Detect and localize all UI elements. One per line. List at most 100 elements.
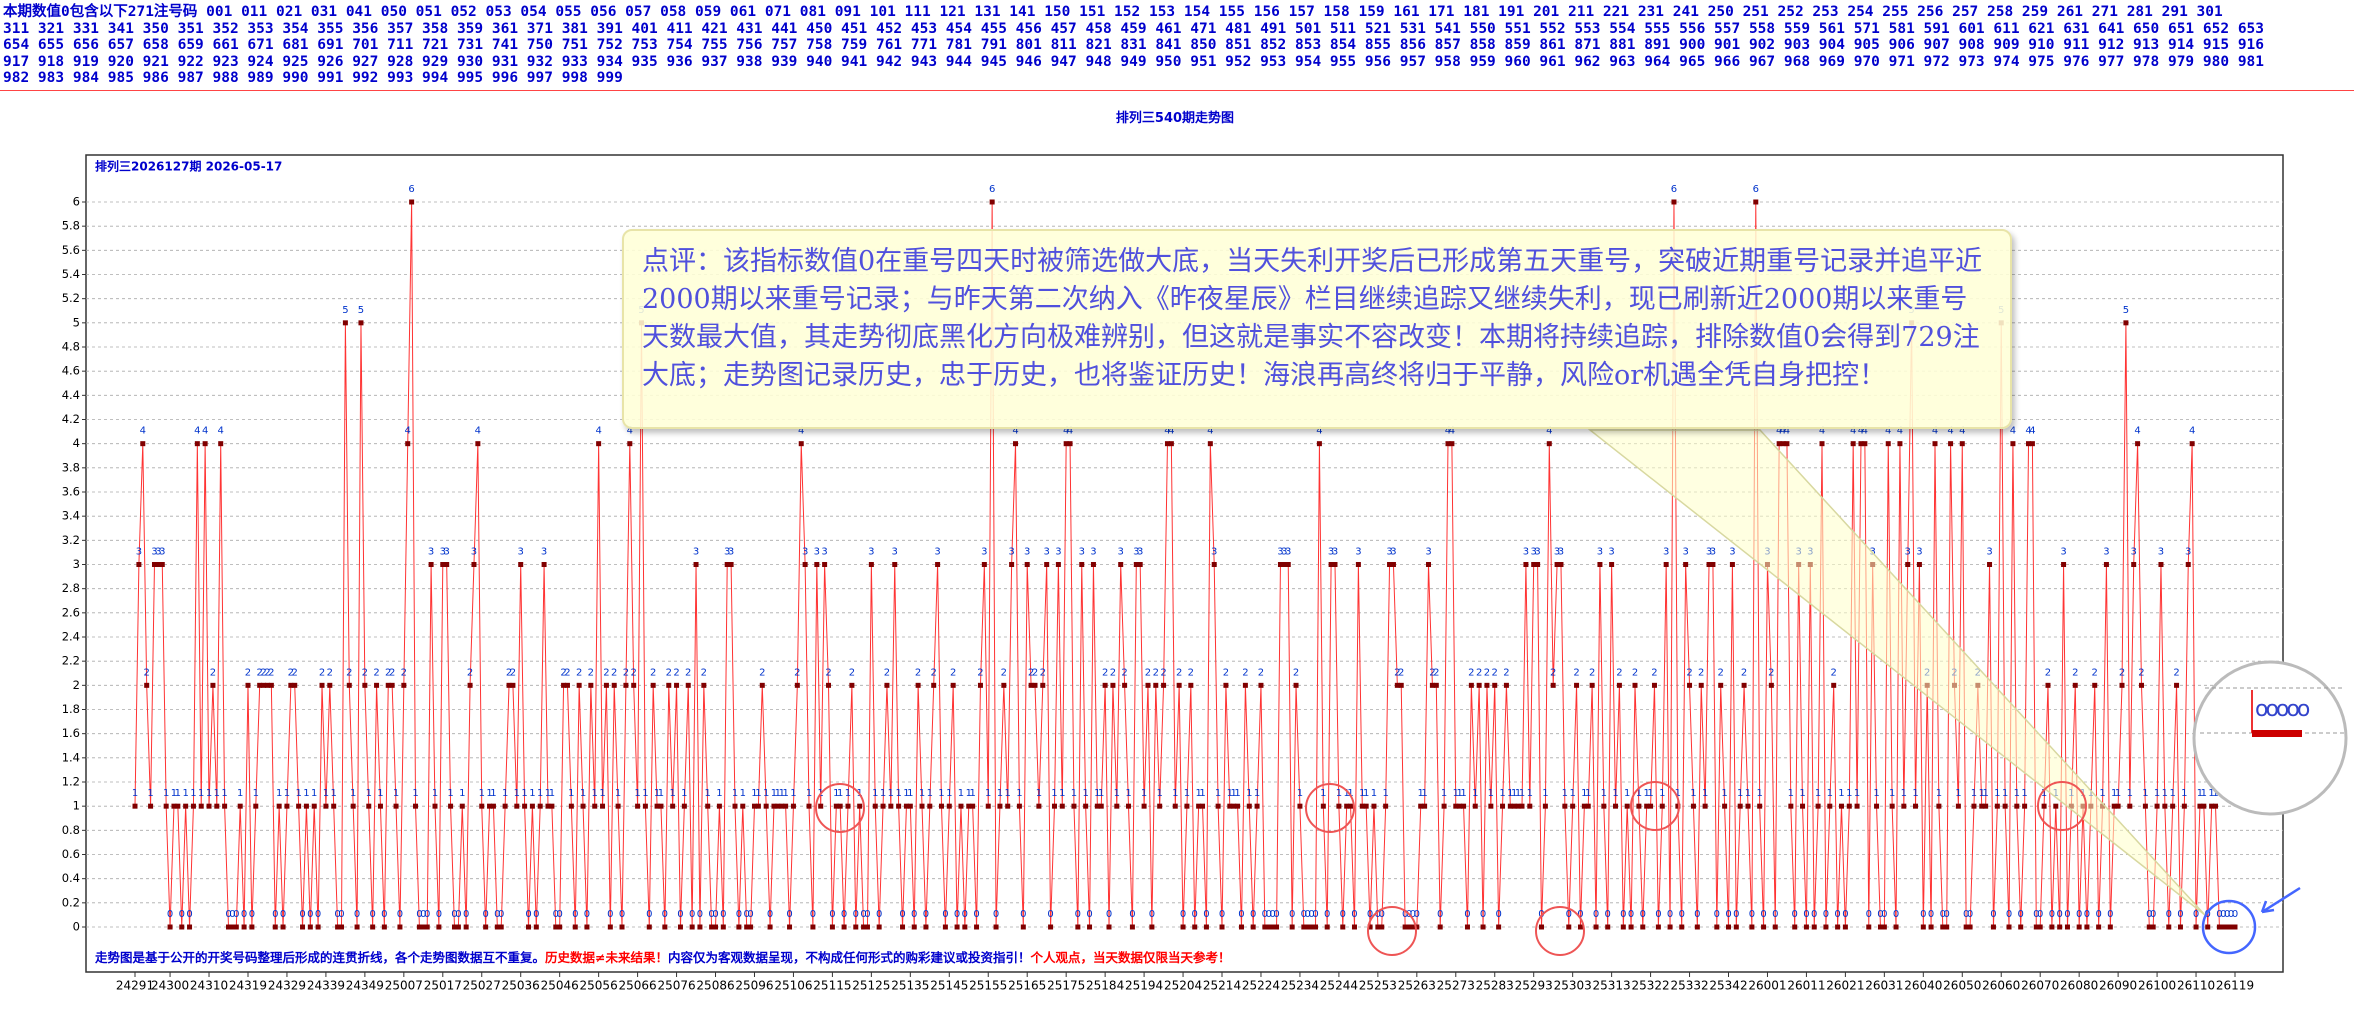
data-point — [1020, 924, 1026, 930]
data-label: 2 — [1698, 667, 1704, 678]
data-point — [1683, 562, 1689, 567]
data-point — [907, 803, 913, 809]
data-point — [1270, 924, 1276, 930]
data-point — [814, 562, 820, 567]
data-point — [779, 803, 785, 809]
data-label: 4 — [202, 426, 208, 437]
data-point — [1200, 803, 1206, 809]
data-point — [537, 803, 543, 809]
data-point — [958, 803, 964, 809]
header-line: 311 321 331 341 350 351 352 353 354 355 … — [3, 20, 2265, 37]
data-point — [229, 924, 235, 930]
x-tick-label: 25234 — [1281, 979, 1319, 993]
data-label: 3 — [1425, 547, 1431, 558]
data-label: 0 — [1273, 909, 1279, 920]
data-label: 0 — [1577, 909, 1583, 920]
data-label: 4 — [2189, 426, 2195, 437]
data-label: 2 — [759, 667, 765, 678]
data-label: 1 — [763, 788, 769, 799]
data-label: 0 — [2166, 909, 2172, 920]
data-point — [1597, 562, 1603, 567]
data-label: 3 — [1044, 547, 1050, 558]
data-label: 0 — [1566, 909, 1572, 920]
data-point — [1667, 924, 1673, 930]
data-point — [1289, 924, 1295, 930]
data-label: 1 — [1889, 788, 1895, 799]
data-point — [175, 803, 181, 809]
x-tick-label: 24349 — [346, 979, 384, 993]
data-point — [362, 682, 368, 688]
y-tick-label: 3.6 — [62, 485, 80, 499]
data-point — [2057, 924, 2063, 930]
data-point — [1390, 562, 1396, 567]
note: 内容仅为客观数据呈现，不构成任何形式的购彩建议或投资指引！ — [668, 950, 1031, 965]
data-label: 0 — [841, 909, 847, 920]
data-label: 1 — [303, 788, 309, 799]
data-point — [1145, 682, 1151, 688]
data-point — [1722, 803, 1728, 809]
data-label: 1 — [221, 788, 227, 799]
data-label: 1 — [1098, 788, 1104, 799]
data-point — [249, 924, 255, 930]
data-point — [1437, 924, 1443, 930]
data-label: 2 — [794, 667, 800, 678]
data-point — [1472, 803, 1478, 809]
data-point — [241, 924, 247, 930]
data-point — [1316, 441, 1322, 447]
data-point — [1441, 803, 1447, 809]
data-label: 0 — [1877, 909, 1883, 920]
data-label: 3 — [1523, 547, 1529, 558]
data-point — [787, 924, 793, 930]
data-point — [303, 803, 309, 809]
data-point — [740, 803, 746, 809]
data-point — [1309, 924, 1315, 930]
y-tick-label: 1.6 — [62, 726, 80, 740]
data-point — [190, 803, 196, 809]
data-label: 2 — [1831, 667, 1837, 678]
data-point — [1632, 682, 1638, 688]
data-label: 0 — [1679, 909, 1685, 920]
data-point — [1126, 803, 1132, 809]
data-label: 1 — [1702, 788, 1708, 799]
data-point — [1223, 682, 1229, 688]
data-point — [751, 803, 757, 809]
callout-pointer — [1587, 429, 2206, 916]
plot-frame — [85, 154, 2284, 973]
data-label: 3 — [471, 547, 477, 558]
x-tick-label: 26070 — [2021, 979, 2059, 993]
data-point — [276, 803, 282, 809]
data-label: 1 — [755, 788, 761, 799]
data-point — [989, 199, 995, 205]
data-label: 1 — [1827, 788, 1833, 799]
data-label: 1 — [537, 788, 543, 799]
data-point — [709, 924, 715, 930]
data-label: 0 — [876, 909, 882, 920]
data-point — [2193, 924, 2199, 930]
data-point — [1741, 682, 1747, 688]
data-point — [1250, 924, 1256, 930]
data-label: 1 — [1246, 788, 1252, 799]
data-point — [767, 924, 773, 930]
data-point — [2115, 803, 2121, 809]
x-tick-label: 25056 — [580, 979, 618, 993]
data-label: 4 — [1947, 426, 1953, 437]
data-label: 2 — [701, 667, 707, 678]
data-point — [374, 682, 380, 688]
data-point — [1792, 924, 1798, 930]
data-label: 1 — [1051, 788, 1057, 799]
data-label: 0 — [860, 909, 866, 920]
data-label: 1 — [1363, 788, 1369, 799]
data-point — [853, 924, 859, 930]
data-point — [1122, 682, 1128, 688]
data-label: 1 — [171, 788, 177, 799]
data-point — [1328, 562, 1334, 567]
data-label: 1 — [1788, 788, 1794, 799]
data-label: 0 — [1437, 909, 1443, 920]
x-tick-label: 25076 — [657, 979, 695, 993]
data-label: 0 — [1823, 909, 1829, 920]
data-label: 2 — [1102, 667, 1108, 678]
data-label: 0 — [299, 909, 305, 920]
data-point — [1285, 562, 1291, 567]
data-point — [159, 562, 165, 567]
data-point — [1815, 803, 1821, 809]
